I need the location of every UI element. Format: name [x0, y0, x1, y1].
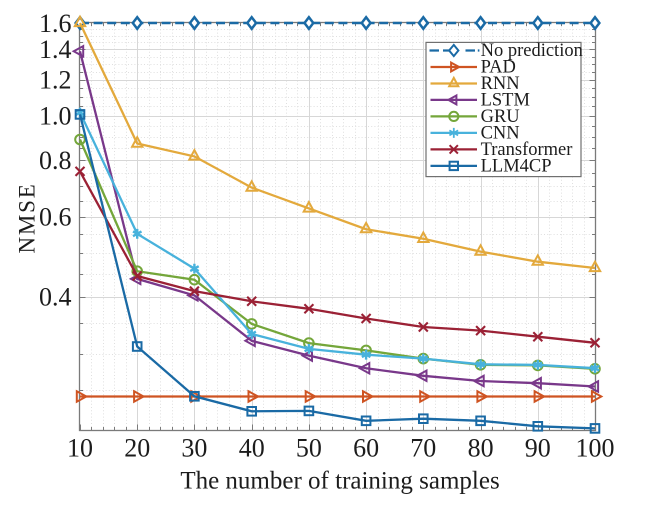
svg-text:40: 40 [239, 434, 265, 463]
svg-text:NMSE: NMSE [15, 182, 40, 253]
svg-text:The number of training samples: The number of training samples [180, 468, 499, 495]
svg-text:30: 30 [181, 434, 207, 463]
svg-text:Transformer: Transformer [481, 140, 573, 160]
svg-text:1.4: 1.4 [39, 35, 72, 64]
svg-text:0.6: 0.6 [39, 203, 72, 232]
svg-text:0.4: 0.4 [39, 283, 72, 312]
svg-text:RNN: RNN [481, 74, 520, 94]
svg-text:10: 10 [67, 434, 93, 463]
svg-text:20: 20 [124, 434, 150, 463]
svg-text:LLM4CP: LLM4CP [481, 157, 552, 177]
svg-text:90: 90 [525, 434, 551, 463]
svg-text:CNN: CNN [481, 124, 520, 144]
svg-text:50: 50 [296, 434, 322, 463]
svg-text:1.0: 1.0 [39, 102, 72, 131]
svg-text:1.2: 1.2 [39, 66, 72, 95]
svg-text:0.8: 0.8 [39, 146, 72, 175]
svg-text:70: 70 [410, 434, 436, 463]
svg-text:100: 100 [576, 434, 615, 463]
svg-text:1.6: 1.6 [39, 9, 72, 38]
svg-text:No prediction: No prediction [481, 41, 583, 61]
svg-text:60: 60 [353, 434, 379, 463]
svg-text:LSTM: LSTM [481, 91, 530, 111]
svg-text:PAD: PAD [481, 58, 516, 78]
svg-text:80: 80 [468, 434, 494, 463]
svg-text:GRU: GRU [481, 107, 520, 127]
